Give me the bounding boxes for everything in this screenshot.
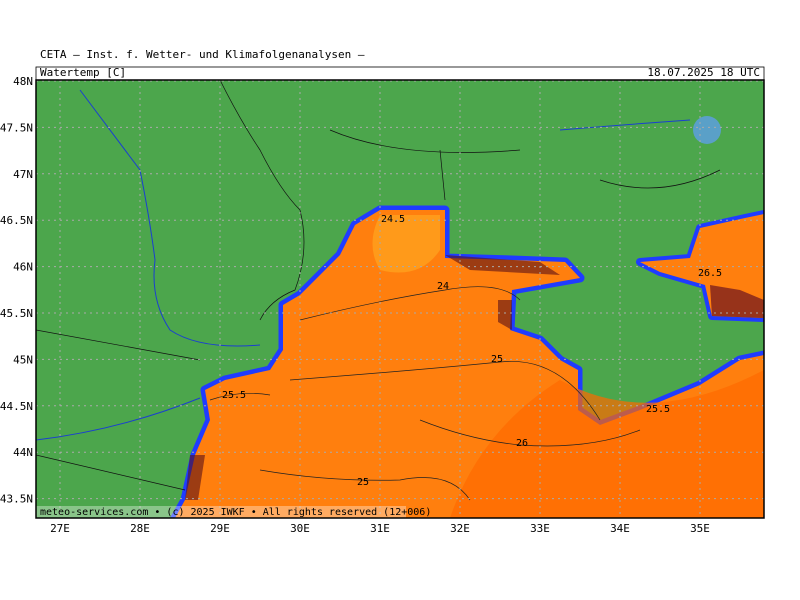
- lat-label: 44N: [13, 446, 33, 459]
- border: [36, 454, 186, 491]
- border: [329, 129, 721, 201]
- lon-label: 28E: [130, 522, 150, 535]
- lat-label: 48N: [13, 75, 33, 88]
- contour-label: 25.5: [222, 390, 246, 401]
- contour-line: [299, 286, 521, 321]
- lon-label: 33E: [530, 522, 550, 535]
- contour-label: 25: [491, 354, 503, 365]
- border: [36, 329, 201, 361]
- river: [79, 89, 261, 347]
- lat-label: 45.5N: [0, 307, 33, 320]
- lat-label: 43.5N: [0, 493, 33, 506]
- contour-line: [419, 419, 641, 447]
- sea-cool: [372, 215, 440, 273]
- lon-label: 35E: [690, 522, 710, 535]
- sea-warm: [450, 370, 764, 518]
- parameter-label: Watertemp [C]: [40, 66, 126, 79]
- lon-label: 29E: [210, 522, 230, 535]
- lon-label: 34E: [610, 522, 630, 535]
- contour-label: 26: [516, 438, 528, 449]
- lat-label: 44.5N: [0, 400, 33, 413]
- contour-label: 24.5: [381, 214, 405, 225]
- header-title: CETA — Inst. f. Wetter- und Klimafolgena…: [40, 48, 365, 61]
- lon-label: 30E: [290, 522, 310, 535]
- lat-label: 45N: [13, 353, 33, 366]
- lake: [693, 116, 721, 144]
- contour-label: 24: [437, 281, 449, 292]
- lat-label: 46N: [13, 261, 33, 274]
- lat-label: 47.5N: [0, 121, 33, 134]
- lon-label: 31E: [370, 522, 390, 535]
- contour-line: [289, 360, 601, 421]
- river: [559, 119, 691, 131]
- lon-label: 32E: [450, 522, 470, 535]
- lat-label: 47N: [13, 168, 33, 181]
- contour-line: [209, 393, 271, 401]
- contour-label: 25: [357, 477, 369, 488]
- lon-label: 27E: [50, 522, 70, 535]
- map: 24.5 24 25 26 25 26.5 25.5 25.5 meteo-se…: [35, 79, 765, 519]
- contour-label: 25.5: [646, 404, 670, 415]
- river: [36, 397, 201, 441]
- lat-label: 46.5N: [0, 214, 33, 227]
- valid-time: 18.07.2025 18 UTC: [647, 66, 760, 79]
- footer: meteo-services.com • (c) 2025 IWKF • All…: [40, 507, 431, 518]
- contour-label: 26.5: [698, 268, 722, 279]
- footer-bg: [36, 506, 406, 518]
- azov-dark: [710, 285, 764, 318]
- contour-line: [259, 469, 471, 501]
- map-frame: [35, 79, 765, 519]
- border: [219, 80, 305, 321]
